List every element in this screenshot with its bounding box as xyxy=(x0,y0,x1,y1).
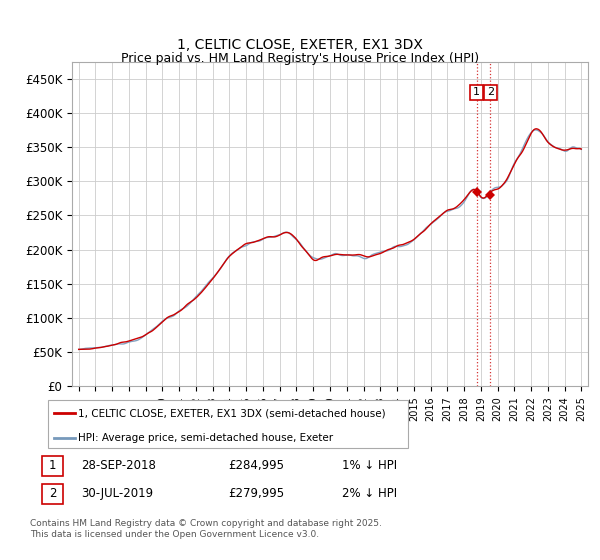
Text: 1: 1 xyxy=(49,459,56,473)
Text: 1, CELTIC CLOSE, EXETER, EX1 3DX (semi-detached house): 1, CELTIC CLOSE, EXETER, EX1 3DX (semi-d… xyxy=(78,408,386,418)
Text: 1, CELTIC CLOSE, EXETER, EX1 3DX: 1, CELTIC CLOSE, EXETER, EX1 3DX xyxy=(177,38,423,52)
Text: 28-SEP-2018: 28-SEP-2018 xyxy=(81,459,156,473)
Text: £279,995: £279,995 xyxy=(228,487,284,501)
Text: 2: 2 xyxy=(49,487,56,501)
Text: £284,995: £284,995 xyxy=(228,459,284,473)
Text: 1: 1 xyxy=(473,87,480,97)
Text: 2: 2 xyxy=(487,87,494,97)
Text: 1% ↓ HPI: 1% ↓ HPI xyxy=(342,459,397,473)
Text: Price paid vs. HM Land Registry's House Price Index (HPI): Price paid vs. HM Land Registry's House … xyxy=(121,52,479,66)
Text: Contains HM Land Registry data © Crown copyright and database right 2025.
This d: Contains HM Land Registry data © Crown c… xyxy=(30,520,382,539)
Text: 30-JUL-2019: 30-JUL-2019 xyxy=(81,487,153,501)
Text: HPI: Average price, semi-detached house, Exeter: HPI: Average price, semi-detached house,… xyxy=(78,433,333,444)
Text: 2% ↓ HPI: 2% ↓ HPI xyxy=(342,487,397,501)
